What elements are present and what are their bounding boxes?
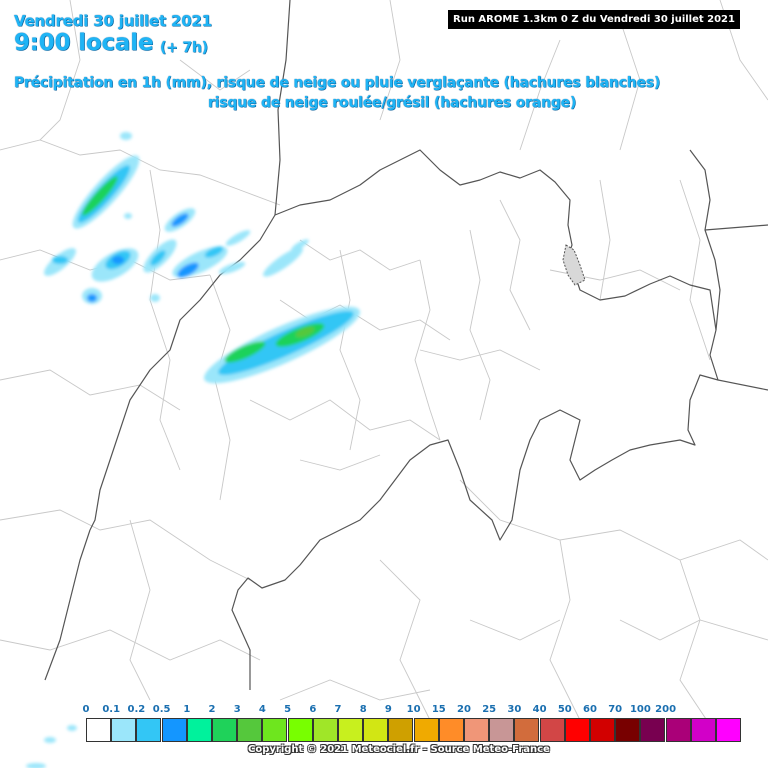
legend-swatch <box>287 718 313 742</box>
legend-label: 9 <box>384 704 392 715</box>
legend-label: 1 <box>183 704 191 715</box>
legend-label: 6 <box>309 704 317 715</box>
legend-swatch <box>438 718 464 742</box>
legend-label: 7 <box>334 704 342 715</box>
legend-label: 10 <box>406 704 421 715</box>
model-run-label: Run AROME 1.3km 0 Z du Vendredi 30 juill… <box>448 10 740 29</box>
legend-swatch <box>136 718 162 742</box>
precip-cell <box>218 261 246 275</box>
legend-swatch <box>514 718 540 742</box>
legend-label: 40 <box>532 704 547 715</box>
precip-cell <box>150 294 160 302</box>
legend-label: 0.1 <box>102 704 121 715</box>
legend-label: 0 <box>82 704 90 715</box>
forecast-date: Vendredi 30 juillet 2021 <box>14 12 212 30</box>
legend-label: 8 <box>359 704 367 715</box>
legend-swatch <box>262 718 288 742</box>
legend-label: 30 <box>507 704 522 715</box>
legend-swatch <box>665 718 691 742</box>
precip-cell <box>120 132 132 140</box>
legend-swatch <box>564 718 590 742</box>
precip-cell <box>87 294 97 302</box>
precip-cell <box>44 737 56 743</box>
legend-label: 3 <box>233 704 241 715</box>
legend-label: 200 <box>655 704 677 715</box>
precip-cell <box>291 239 309 251</box>
precipitation-edge-cells <box>26 725 77 768</box>
precip-cell <box>263 247 303 277</box>
precip-cell <box>26 763 46 768</box>
precip-cell <box>124 213 132 219</box>
precip-cell <box>52 256 68 264</box>
liechtenstein-outline <box>562 244 586 286</box>
precip-cell <box>224 341 266 363</box>
precip-cell <box>295 326 315 338</box>
legend-swatch <box>86 718 111 742</box>
legend-swatch <box>690 718 716 742</box>
precipitation-cells <box>44 132 360 384</box>
legend-label: 20 <box>457 704 471 715</box>
precip-cell <box>150 250 166 266</box>
legend-swatch <box>161 718 187 742</box>
precip-cell <box>82 176 118 216</box>
legend-swatch <box>237 718 263 742</box>
legend-swatch <box>338 718 363 742</box>
legend-label: 0.5 <box>152 704 171 715</box>
precip-cell <box>172 246 228 278</box>
legend-swatch <box>111 718 137 742</box>
precip-cell <box>67 725 77 731</box>
legend-swatch <box>312 718 338 742</box>
legend-label: 15 <box>431 704 446 715</box>
legend-label: 60 <box>583 704 597 715</box>
legend-label: 5 <box>284 704 292 715</box>
legend-label: 4 <box>258 704 266 715</box>
copyright-notice: Copyright © 2021 Meteociel.fr - Source M… <box>248 744 550 755</box>
legend-swatch <box>489 718 515 742</box>
precip-cell <box>171 213 189 227</box>
legend-swatch <box>413 718 439 742</box>
forecast-time: 9:00 locale <box>14 30 154 56</box>
precip-cell <box>112 256 124 264</box>
forecast-lead-time: (+ 7h) <box>160 40 208 56</box>
legend-label: 100 <box>629 704 651 715</box>
legend-label: 50 <box>557 704 572 715</box>
legend-swatch <box>590 718 615 742</box>
legend-label: 70 <box>608 704 623 715</box>
region-boundaries <box>0 0 768 741</box>
legend-swatch <box>640 718 666 742</box>
legend-swatch <box>464 718 489 742</box>
map-title-line1: Précipitation en 1h (mm), risque de neig… <box>14 75 661 91</box>
legend-swatch <box>615 718 641 742</box>
precip-cell <box>204 246 224 258</box>
legend-swatch <box>186 718 212 742</box>
map-title-line2: risque de neige roulée/grésil (hachures … <box>208 95 577 111</box>
legend-label: 0.2 <box>127 704 146 715</box>
precip-cell <box>177 262 199 278</box>
legend-swatch <box>388 718 414 742</box>
legend-swatch <box>212 718 237 742</box>
legend-label: 2 <box>208 704 216 715</box>
legend-label: 25 <box>482 704 497 715</box>
legend-swatch <box>363 718 389 742</box>
legend-swatch <box>716 718 741 742</box>
legend-swatch <box>539 718 565 742</box>
precip-cell <box>225 230 251 246</box>
